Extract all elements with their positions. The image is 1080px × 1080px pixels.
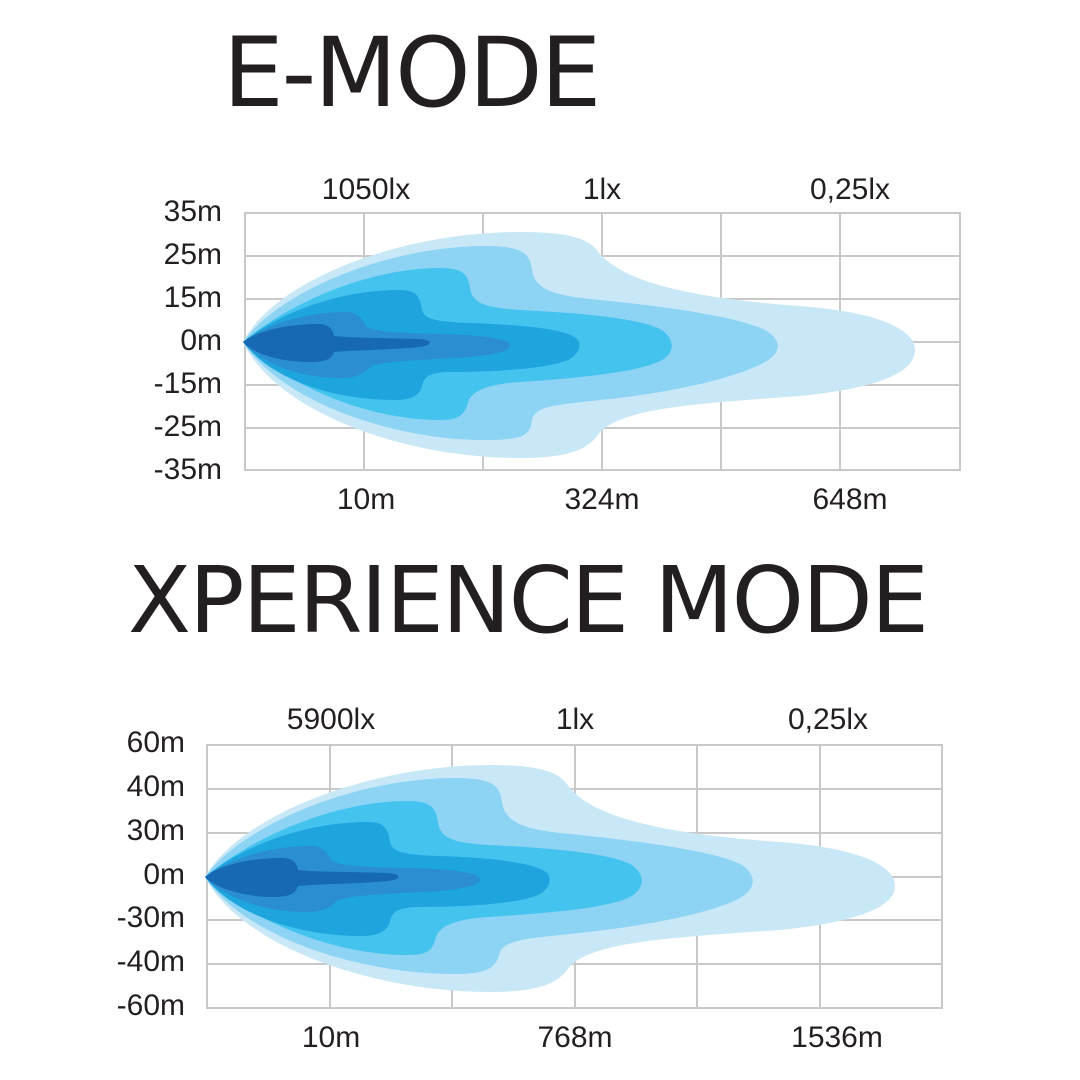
xperience-lux-label-low: 0,25lx — [787, 703, 869, 736]
xperience-width-label: 60m — [126, 726, 185, 759]
xperience-beam-zones — [205, 765, 895, 992]
emode-title: E-MODE — [223, 17, 601, 129]
emode-distance-label: 10m — [336, 483, 396, 516]
xperience-lux-label-high: 5900lx — [286, 703, 376, 736]
xperience-zone-5 — [205, 858, 399, 897]
xperience-distance-label: 1536m — [791, 1021, 883, 1054]
xperience-mode-title: XPERIENCE MODE — [128, 547, 929, 654]
emode-width-label: 15m — [163, 281, 222, 314]
emode-width-label: -35m — [153, 453, 222, 486]
xperience-distance-label: 768m — [537, 1021, 613, 1054]
xperience-width-label: -40m — [116, 945, 185, 978]
emode-beam-zones — [243, 232, 915, 458]
xperience-width-label: -30m — [116, 901, 185, 934]
emode-width-label: 25m — [163, 238, 222, 271]
emode-distance-label: 324m — [564, 483, 640, 516]
xperience-width-label: 0m — [143, 858, 185, 891]
emode-width-label: 35m — [163, 195, 222, 228]
emode-lux-label-low: 0,25lx — [809, 173, 891, 206]
emode-width-label: -15m — [153, 367, 222, 400]
xperience-distance-label: 10m — [301, 1021, 361, 1054]
emode-distance-label: 648m — [812, 483, 888, 516]
emode-width-label: -25m — [153, 410, 222, 443]
emode-zone-5 — [243, 324, 430, 362]
xperience-lux-label-mid: 1lx — [555, 703, 595, 736]
xperience-width-label: 40m — [126, 770, 185, 803]
xperience-width-label: 30m — [126, 814, 185, 847]
emode-lux-label-mid: 1lx — [582, 173, 622, 206]
emode-lux-label-high: 1050lx — [321, 173, 411, 206]
xperience-width-label: -60m — [116, 989, 185, 1022]
emode-width-label: 0m — [180, 324, 222, 357]
